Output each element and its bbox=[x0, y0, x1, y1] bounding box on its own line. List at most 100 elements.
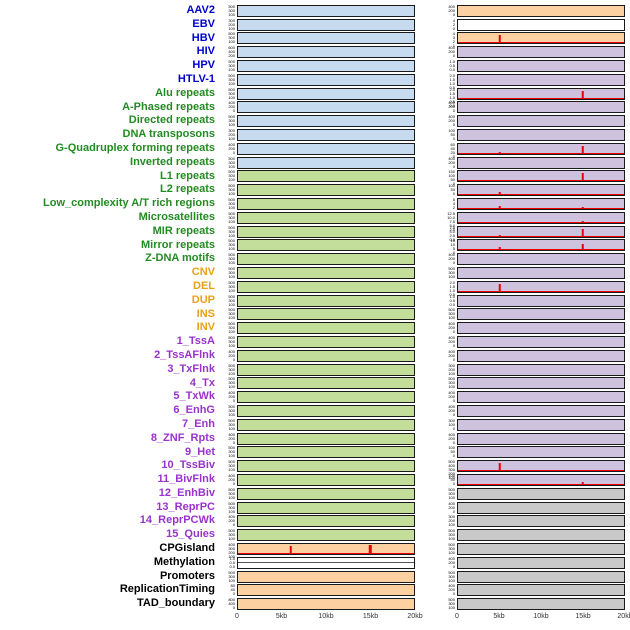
y-tick-label: 2.0 bbox=[449, 72, 455, 78]
y-tick-label: 80 bbox=[230, 583, 235, 589]
y-tick-label: 3 bbox=[452, 35, 455, 41]
left-track-panel bbox=[237, 542, 415, 555]
track-row: 2_TssAFlnk 400 200 0 400 200 0 bbox=[0, 349, 630, 363]
y-tick-label: 100 bbox=[228, 494, 235, 500]
y-tick-label: 2 bbox=[452, 205, 455, 211]
right-track-panel bbox=[457, 570, 625, 583]
row-label: 2_TssAFlnk bbox=[154, 348, 215, 361]
y-tick-label: 400 bbox=[448, 390, 455, 396]
x-axis-tick-spacer-left bbox=[215, 612, 237, 624]
y-tick-label: 500 bbox=[228, 3, 235, 9]
y-tick-label: 0 bbox=[452, 398, 455, 404]
y-axis-ticks-left: 500 300 100 bbox=[215, 184, 237, 196]
signal-peak bbox=[498, 35, 501, 44]
y-tick-label: 0.0 bbox=[449, 67, 455, 73]
y-tick-label: 100 bbox=[448, 577, 455, 583]
y-axis-ticks-left: 400 200 0 bbox=[215, 432, 237, 445]
y-tick-label: 100 bbox=[228, 67, 235, 73]
track-row: Inverted repeats 500 300 100 400 200 0 bbox=[0, 156, 630, 170]
y-tick-label: 300 bbox=[228, 173, 235, 179]
x-tick-label: 15kb bbox=[575, 613, 591, 621]
y-tick-label: 200 bbox=[448, 49, 455, 55]
y-tick-label: 100 bbox=[448, 384, 455, 390]
right-track-panel bbox=[457, 142, 625, 155]
y-axis-ticks-left: 500 300 100 bbox=[215, 239, 237, 251]
left-track-panel bbox=[237, 418, 415, 431]
y-tick-label: 300 bbox=[448, 545, 455, 551]
right-track-panel bbox=[457, 584, 625, 597]
y-tick-label: 400 bbox=[448, 431, 455, 437]
y-axis-ticks-right: 500 300 100 bbox=[435, 267, 457, 279]
y-tick-label: 400 bbox=[448, 335, 455, 341]
y-axis-ticks-left: 600 400 200 bbox=[215, 46, 237, 58]
y-tick-label: 300 bbox=[448, 532, 455, 538]
left-track-panel bbox=[237, 253, 415, 266]
signal-baseline bbox=[458, 208, 624, 210]
y-tick-label: 100 bbox=[448, 173, 455, 179]
row-label: ReplicationTiming bbox=[119, 583, 215, 596]
y-tick-label: 500 bbox=[228, 528, 235, 534]
track-row: DUP 500 300 100 1.0 0.5 0.0 bbox=[0, 294, 630, 308]
track-row: 5_TxWk 400 200 0 400 200 0 bbox=[0, 390, 630, 404]
right-track-panel bbox=[457, 336, 625, 349]
y-tick-label: 100 bbox=[228, 467, 235, 473]
y-tick-label: 100 bbox=[448, 472, 455, 478]
y-tick-label: 500 bbox=[228, 404, 235, 409]
y-tick-label: 2.0 bbox=[449, 86, 455, 92]
y-tick-label: 50 bbox=[450, 132, 455, 138]
right-track-panel bbox=[457, 60, 625, 73]
y-tick-label: 0.5 bbox=[449, 291, 455, 297]
signal-peak bbox=[498, 235, 501, 237]
y-tick-label: 0 bbox=[232, 149, 235, 155]
y-tick-label: 100 bbox=[448, 536, 455, 542]
y-tick-label: 200 bbox=[448, 366, 455, 372]
row-label: 3_TxFlnk bbox=[167, 362, 215, 375]
y-tick-label: 300 bbox=[228, 17, 235, 23]
right-track-panel bbox=[457, 253, 625, 266]
left-track-panel bbox=[237, 156, 415, 169]
y-tick-label: 400 bbox=[228, 141, 235, 147]
row-label: 1_TssA bbox=[176, 335, 215, 348]
x-tick-label: 10kb bbox=[318, 613, 334, 621]
track-row: 10_TssBiv 500 300 100 500 400 300 200 100 bbox=[0, 459, 630, 480]
signal-peak bbox=[498, 247, 501, 251]
left-track-panel bbox=[237, 267, 415, 280]
y-tick-label: 300 bbox=[228, 339, 235, 345]
y-tick-label: 10.0 bbox=[447, 214, 455, 220]
y-tick-label: 100 bbox=[448, 421, 455, 427]
y-tick-label: 0.0 bbox=[449, 301, 455, 307]
right-track-panel bbox=[457, 446, 625, 459]
track-row: 7_Enh 500 300 100 300 100 0 bbox=[0, 418, 630, 432]
y-tick-label: 100 bbox=[228, 246, 235, 252]
y-tick-label: 500 bbox=[448, 541, 455, 547]
y-axis-ticks-right: 150 100 50 0 bbox=[435, 170, 457, 186]
y-axis-ticks-left: 500 300 100 bbox=[215, 501, 237, 514]
right-track-panel bbox=[457, 363, 625, 376]
row-label: AAV2 bbox=[186, 4, 215, 16]
y-tick-label: 1.0 bbox=[449, 287, 455, 293]
y-tick-label: 100 bbox=[228, 412, 235, 417]
y-tick-label: 500 bbox=[448, 528, 455, 534]
y-axis-ticks-right: 500 300 100 bbox=[435, 377, 457, 389]
y-tick-label: 300 bbox=[228, 270, 235, 276]
y-tick-label: 300 bbox=[228, 242, 235, 248]
right-track-panel bbox=[457, 349, 625, 362]
y-tick-label: 200 bbox=[228, 21, 235, 27]
y-tick-label: 100 bbox=[228, 329, 235, 335]
y-axis-ticks-right: 400 200 0 bbox=[435, 584, 457, 596]
y-axis-ticks-right: 2.0 1.5 1.0 0.5 0.0 bbox=[435, 86, 457, 107]
row-label: 9_Het bbox=[185, 445, 215, 458]
x-tick-label: 15kb bbox=[362, 613, 379, 621]
track-row: G-Quadruplex forming repeats 400 200 0 60 40 2… bbox=[0, 141, 630, 158]
signal-baseline bbox=[238, 552, 414, 554]
y-tick-label: 400 bbox=[448, 252, 455, 258]
signal-baseline bbox=[458, 194, 624, 196]
right-track-panel bbox=[457, 239, 625, 252]
y-axis-ticks-left: 500 300 100 bbox=[215, 198, 237, 210]
y-tick-label: 100 bbox=[228, 136, 235, 142]
track-row: AAV2 500 300 100 400 200 0 bbox=[0, 4, 630, 18]
y-tick-label: 500 bbox=[228, 197, 235, 203]
y-tick-label: 0 bbox=[452, 181, 455, 187]
